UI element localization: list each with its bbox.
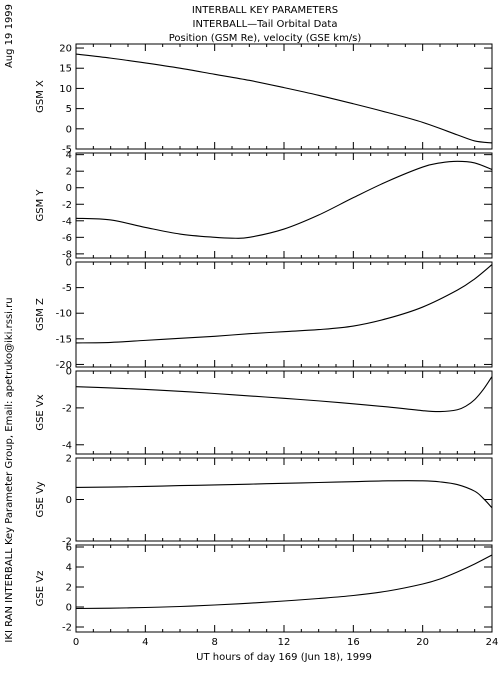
y-tick-label-gsm-y: 4: [66, 150, 72, 161]
y-tick-label-gse-vz: 6: [66, 543, 72, 554]
series-line-gse-vy: [75, 480, 493, 509]
y-tick-label-gse-vx: -4: [62, 440, 72, 451]
x-axis-label: UT hours of day 169 (Jun 18), 1999: [196, 652, 372, 663]
y-tick-label-gsm-y: -8: [62, 249, 72, 260]
panel-gsm-z: -20 -15 -10 -5 0 GSM Z: [35, 258, 493, 371]
y-tick-label-gsm-x: 0: [66, 124, 72, 135]
y-axis-label-gsm-y: GSM Y: [35, 189, 46, 222]
y-tick-label-gsm-y: -4: [62, 216, 72, 227]
panel-frame-gse-vy: [75, 457, 493, 542]
series-line-gse-vx: [75, 376, 493, 413]
x-tick-label: 0: [73, 637, 79, 648]
panel-gsm-x: -5 0 5 10 15 20 GSM X: [35, 43, 493, 156]
x-tick-label: 16: [347, 637, 360, 648]
y-axis-label-gse-vz: GSE Vz: [35, 571, 46, 607]
y-axis-label-gsm-x: GSM X: [35, 80, 46, 113]
series-line-gsm-x: [75, 53, 493, 144]
panel-gse-vy: -2 0 2 GSE Vy: [35, 454, 493, 548]
y-tick-label-gsm-z: 0: [66, 258, 72, 269]
y-tick-label-gsm-y: -6: [62, 233, 72, 244]
series-line-gsm-z: [75, 264, 493, 344]
y-axis-label-gse-vx: GSE Vx: [35, 394, 46, 430]
panel-frame-gse-vz: [75, 544, 493, 633]
y-tick-label-gse-vx: -2: [62, 403, 72, 414]
panel-gse-vx: -4 -2 0 GSE Vx: [35, 367, 493, 455]
y-tick-label-gsm-z: -10: [56, 309, 72, 320]
panel-frame-gsm-y: [75, 152, 493, 259]
y-tick-label-gsm-y: -2: [62, 200, 72, 211]
y-tick-label-gse-vz: -2: [62, 623, 72, 634]
y-tick-label-gsm-x: 5: [66, 104, 72, 115]
y-tick-label-gse-vy: -2: [62, 537, 72, 548]
y-tick-label-gsm-x: -5: [62, 145, 72, 156]
series-line-gsm-y: [75, 160, 493, 239]
y-tick-label-gsm-y: 0: [66, 183, 72, 194]
y-tick-label-gsm-z: -15: [56, 334, 72, 345]
chart-title-line-1: INTERBALL KEY PARAMETERS: [192, 5, 338, 16]
y-tick-label-gsm-x: 15: [59, 64, 72, 75]
y-tick-label-gse-vy: 0: [66, 495, 72, 506]
x-tick-label: 24: [486, 637, 499, 648]
x-tick-label: 12: [278, 637, 291, 648]
panel-frame-gsm-x: [75, 43, 493, 150]
y-axis-label-gsm-z: GSM Z: [35, 298, 46, 331]
y-tick-label-gse-vz: 0: [66, 603, 72, 614]
x-tick-label: 4: [142, 637, 148, 648]
x-tick-label: 20: [416, 637, 429, 648]
y-tick-label-gse-vx: 0: [66, 367, 72, 378]
y-tick-label-gsm-y: 2: [66, 167, 72, 178]
y-tick-label-gsm-z: -20: [56, 360, 72, 371]
y-tick-label-gse-vy: 2: [66, 454, 72, 465]
panel-gse-vz: -2 0 2 4 6 GSE Vz: [35, 543, 493, 634]
y-tick-label-gse-vz: 2: [66, 583, 72, 594]
y-tick-label-gsm-x: 10: [59, 84, 72, 95]
chart-title-line-2: INTERBALL—Tail Orbital Data: [193, 19, 338, 30]
chart-title-line-3: Position (GSM Re), velocity (GSE km/s): [169, 33, 362, 44]
panel-frame-gsm-z: [75, 261, 493, 368]
x-tick-label: 8: [211, 637, 217, 648]
panel-gsm-y: -8 -6 -4 -2 0 2 4 GSM Y: [35, 150, 493, 260]
y-tick-label-gsm-z: -5: [62, 283, 72, 294]
panel-frame-gse-vx: [75, 370, 493, 455]
series-line-gse-vz: [75, 554, 493, 610]
y-tick-label-gse-vz: 4: [66, 563, 72, 574]
y-axis-label-gse-vy: GSE Vy: [35, 481, 46, 517]
date-label: Aug 19 1999: [4, 4, 15, 68]
credit-label: IKI RAN INTERBALL Key Parameter Group, E…: [4, 297, 15, 642]
y-tick-label-gsm-x: 20: [59, 44, 72, 55]
